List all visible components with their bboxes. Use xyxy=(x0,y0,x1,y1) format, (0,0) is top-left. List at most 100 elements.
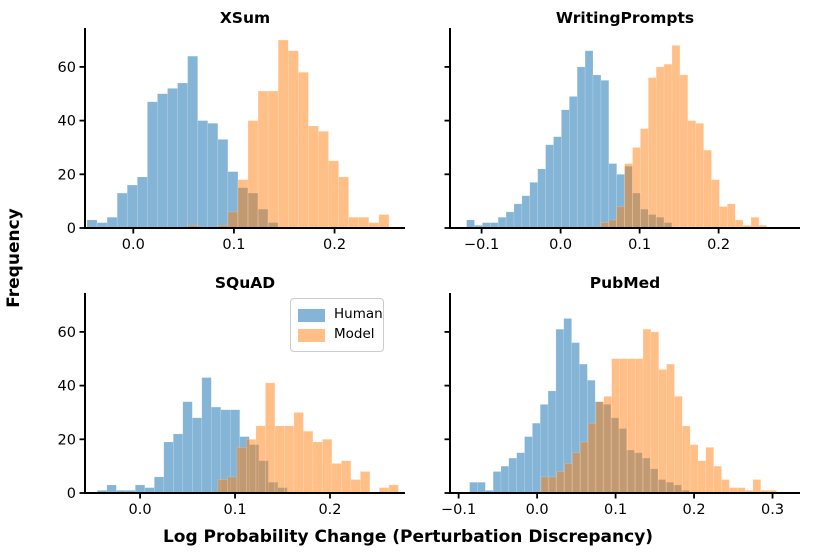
x-tick-label: −0.1 xyxy=(464,237,499,253)
hist-bar-human xyxy=(537,168,546,229)
chart-title-writingprompts: WritingPrompts xyxy=(556,9,694,27)
hist-bar-model xyxy=(658,369,667,494)
hist-bar-model xyxy=(328,160,339,229)
hist-bar-human xyxy=(469,481,478,494)
hist-bar-human xyxy=(192,417,203,494)
hist-bar-human xyxy=(497,216,507,229)
panel-xsum: XSum 0.0 0.1 0.2 0 20 40 60 xyxy=(58,9,405,253)
hist-bar-model xyxy=(681,425,691,494)
hist-bar-model xyxy=(727,203,736,229)
hist-bar-model xyxy=(236,447,247,494)
hist-bar-model xyxy=(556,471,565,494)
hist-bar-human xyxy=(532,422,541,494)
hist-bar-model xyxy=(265,382,276,494)
hist-bar-human xyxy=(576,66,586,229)
hist-bar-model xyxy=(257,90,269,229)
hist-bar-human xyxy=(513,203,523,229)
hist-bar-model xyxy=(595,401,605,494)
hist-bar-model xyxy=(246,439,257,494)
hist-bar-human xyxy=(154,476,165,494)
hist-bar-model xyxy=(572,452,581,494)
hist-bar-human xyxy=(116,192,128,229)
hist-bar-human xyxy=(477,481,486,494)
hist-bar-model xyxy=(695,122,704,229)
hist-bar-human xyxy=(508,457,518,494)
hist-bar-human xyxy=(521,195,531,229)
hist-bar-human xyxy=(600,80,610,229)
hist-bar-human xyxy=(197,120,209,229)
hist-bar-model xyxy=(719,206,728,229)
hist-bar-model xyxy=(274,425,285,494)
hist-bar-model xyxy=(348,216,360,229)
hist-bar-human xyxy=(584,50,594,229)
hist-bar-human xyxy=(545,144,554,229)
hist-bar-human xyxy=(592,74,602,229)
hist-bar-model xyxy=(752,479,762,494)
hist-bar-model xyxy=(277,39,289,229)
hist-bar-model xyxy=(587,422,597,494)
hist-bar-model xyxy=(603,396,612,494)
hist-bar-model xyxy=(640,128,649,229)
hist-bar-human xyxy=(177,82,188,229)
hist-bar-model xyxy=(734,219,744,229)
x-tick-label: 0.0 xyxy=(129,502,152,518)
hist-bar-model xyxy=(358,216,370,229)
hist-bar-model xyxy=(341,460,352,494)
hist-bar-model xyxy=(624,163,633,229)
hist-bar-model xyxy=(703,149,712,229)
x-tick-label: 0.0 xyxy=(549,237,572,253)
x-tick-label: 0.0 xyxy=(122,237,145,253)
hist-bar-human xyxy=(608,163,618,229)
hist-bar-model xyxy=(648,77,657,229)
hist-bar-model xyxy=(338,176,349,229)
hist-bar-model xyxy=(711,179,720,229)
hist-bar-model xyxy=(303,430,314,494)
x-tick-label: 0.1 xyxy=(222,237,245,253)
hist-bar-human xyxy=(207,122,219,229)
hist-bar-model xyxy=(674,396,683,494)
hist-bar-model xyxy=(308,125,319,229)
hist-bar-model xyxy=(540,476,550,494)
hist-bar-human xyxy=(106,216,118,229)
y-tick-label: 20 xyxy=(58,167,76,183)
hist-bar-model xyxy=(642,328,652,494)
panel-pubmed: PubMed −0.1 0.0 0.1 0.2 0.3 xyxy=(441,274,800,518)
hist-bar-model xyxy=(632,147,641,229)
hist-bar-model xyxy=(579,441,589,494)
hist-bar-human xyxy=(524,436,533,494)
hist-bar-model xyxy=(227,476,238,494)
y-tick-label: 0 xyxy=(67,221,76,237)
hist-bar-model xyxy=(267,90,279,229)
hist-bar-model xyxy=(388,484,399,494)
chart-title-xsum: XSum xyxy=(220,9,270,27)
chart-title-squad: SQuAD xyxy=(215,274,275,292)
hist-bar-model xyxy=(666,363,675,494)
panel-squad: SQuAD 0.0 0.1 0.2 0 20 40 60 xyxy=(58,274,405,518)
legend-label-human: Human xyxy=(334,306,383,323)
x-tick-label: 0.2 xyxy=(707,237,730,253)
hist-bar-model xyxy=(619,358,628,494)
hist-bar-model xyxy=(360,471,371,494)
hist-bar-human xyxy=(217,139,229,229)
legend-entry-model: Model xyxy=(298,325,375,345)
hist-bar-model xyxy=(663,63,673,229)
hist-bar-model xyxy=(564,463,573,494)
hist-bar-model xyxy=(284,425,295,494)
hist-bar-human xyxy=(516,452,525,494)
hist-bar-model xyxy=(655,66,665,229)
hist-bar-model xyxy=(671,45,681,229)
hist-bar-model xyxy=(318,131,329,229)
y-tick-label: 20 xyxy=(58,432,76,448)
x-axis-label: Log Probability Change (Perturbation Dis… xyxy=(162,527,654,547)
hist-bar-human xyxy=(187,55,198,229)
hist-bar-human xyxy=(167,88,178,229)
x-tick-label: 0.1 xyxy=(604,502,627,518)
legend-swatch-human xyxy=(298,308,325,322)
y-tick-label: 60 xyxy=(58,60,76,76)
hist-bar-human xyxy=(137,176,148,229)
hist-bar-model xyxy=(687,120,697,229)
hist-bar-human xyxy=(201,377,212,494)
hist-bar-human xyxy=(126,184,138,229)
hist-bar-human xyxy=(163,441,174,494)
hist-bar-model xyxy=(548,476,558,494)
